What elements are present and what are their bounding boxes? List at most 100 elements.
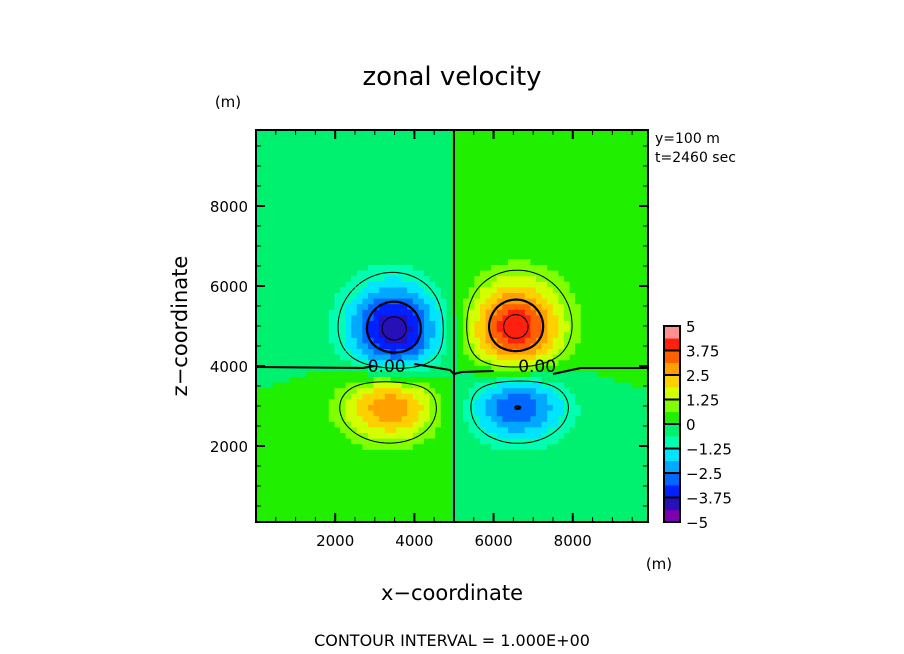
field-cell — [480, 415, 487, 422]
field-cell — [480, 426, 487, 433]
field-cell — [541, 158, 548, 165]
field-cell — [603, 197, 610, 204]
field-cell — [530, 494, 537, 501]
field-cell — [396, 499, 403, 506]
field-cell — [289, 393, 296, 400]
field-cell — [480, 158, 487, 165]
field-cell — [480, 471, 487, 478]
field-cell — [418, 236, 425, 243]
field-cell — [418, 225, 425, 232]
field-cell — [256, 230, 263, 237]
field-cell — [569, 454, 576, 461]
field-cell — [278, 292, 285, 299]
field-cell — [295, 236, 302, 243]
field-cell — [267, 482, 274, 489]
field-cell — [603, 466, 610, 473]
field-cell — [356, 208, 363, 215]
field-cell — [407, 488, 414, 495]
field-cell — [586, 359, 593, 366]
field-cell — [351, 376, 358, 383]
field-cell — [513, 230, 520, 237]
field-cell — [597, 488, 604, 495]
field-cell — [340, 471, 347, 478]
field-cell — [272, 309, 279, 316]
field-cell — [300, 314, 307, 321]
field-cell — [429, 499, 436, 506]
field-cell — [547, 298, 554, 305]
field-cell — [379, 242, 386, 249]
field-cell — [524, 230, 531, 237]
field-cell — [362, 186, 369, 193]
field-cell — [491, 499, 498, 506]
field-cell — [564, 230, 571, 237]
field-cell — [362, 505, 369, 512]
field-cell — [642, 225, 649, 232]
field-cell — [592, 202, 599, 209]
field-cell — [300, 354, 307, 361]
field-cell — [267, 152, 274, 159]
field-cell — [558, 342, 565, 349]
field-cell — [362, 197, 369, 204]
field-cell — [424, 449, 431, 456]
field-cell — [368, 197, 375, 204]
field-cell — [345, 438, 352, 445]
field-cell — [547, 309, 554, 316]
field-cell — [317, 225, 324, 232]
field-cell — [536, 398, 543, 405]
field-cell — [345, 460, 352, 467]
field-cell — [356, 314, 363, 321]
field-cell — [552, 331, 559, 338]
field-cell — [586, 415, 593, 422]
field-cell — [401, 135, 408, 142]
field-cell — [379, 410, 386, 417]
field-cell — [261, 449, 268, 456]
field-cell — [620, 202, 627, 209]
field-cell — [401, 460, 408, 467]
field-cell — [328, 326, 335, 333]
field-cell — [541, 186, 548, 193]
field-cell — [345, 454, 352, 461]
field-cell — [351, 505, 358, 512]
field-cell — [480, 421, 487, 428]
field-cell — [418, 494, 425, 501]
field-cell — [625, 438, 632, 445]
field-cell — [384, 158, 391, 165]
field-cell — [485, 331, 492, 338]
field-cell — [300, 387, 307, 394]
field-cell — [513, 432, 520, 439]
field-cell — [396, 180, 403, 187]
field-cell — [569, 466, 576, 473]
field-cell — [452, 421, 459, 428]
field-cell — [642, 410, 649, 417]
field-cell — [642, 516, 649, 523]
field-cell — [295, 141, 302, 148]
field-cell — [323, 180, 330, 187]
field-cell — [384, 404, 391, 411]
field-cell — [547, 421, 554, 428]
field-cell — [272, 202, 279, 209]
field-cell — [284, 169, 291, 176]
field-cell — [508, 247, 515, 254]
field-cell — [524, 370, 531, 377]
field-cell — [373, 410, 380, 417]
field-cell — [317, 505, 324, 512]
field-cell — [396, 404, 403, 411]
field-cell — [390, 477, 397, 484]
field-cell — [468, 421, 475, 428]
field-cell — [614, 169, 621, 176]
field-cell — [524, 141, 531, 148]
field-cell — [396, 225, 403, 232]
field-cell — [597, 342, 604, 349]
field-cell — [272, 348, 279, 355]
field-cell — [306, 141, 313, 148]
field-cell — [272, 454, 279, 461]
field-cell — [452, 488, 459, 495]
field-cell — [541, 449, 548, 456]
field-cell — [530, 298, 537, 305]
field-cell — [547, 393, 554, 400]
field-cell — [485, 236, 492, 243]
field-cell — [334, 398, 341, 405]
field-cell — [362, 146, 369, 153]
field-cell — [569, 242, 576, 249]
field-cell — [272, 404, 279, 411]
